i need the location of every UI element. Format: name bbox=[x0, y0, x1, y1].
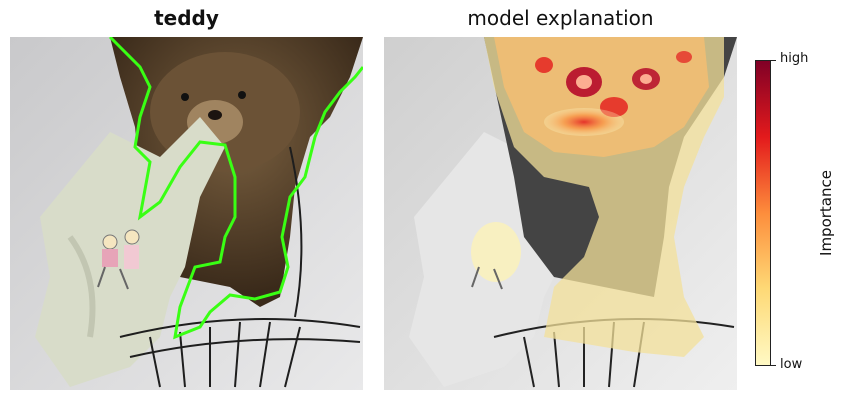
chair bbox=[119, 146, 361, 388]
explanation-title: model explanation bbox=[467, 6, 654, 30]
original-image-title: teddy bbox=[154, 6, 219, 30]
colorbar-title: Importance bbox=[817, 170, 835, 256]
colorbar-tick-high bbox=[771, 60, 776, 61]
colorbar-high-label: high bbox=[780, 51, 809, 66]
colorbar-tick-low bbox=[771, 365, 776, 366]
segmentation-outline bbox=[108, 37, 363, 340]
heatmap-overlay bbox=[384, 37, 737, 390]
importance-colorbar bbox=[755, 60, 771, 366]
teddy-photo bbox=[10, 37, 363, 390]
original-image bbox=[10, 37, 363, 390]
explanation-image bbox=[384, 37, 737, 390]
colorbar-low-label: low bbox=[780, 357, 803, 372]
embroidery bbox=[97, 229, 140, 290]
